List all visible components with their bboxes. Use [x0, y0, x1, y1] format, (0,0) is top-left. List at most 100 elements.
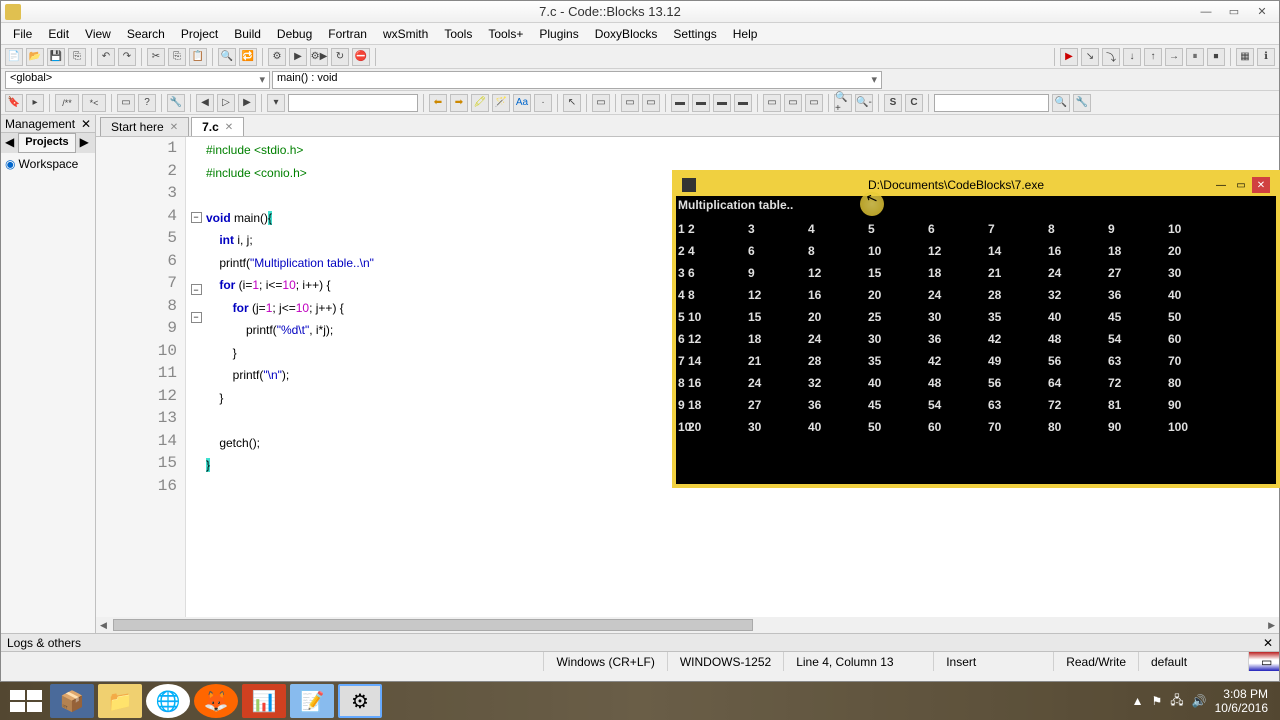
- menu-wxsmith[interactable]: wxSmith: [375, 25, 436, 43]
- taskbar-office[interactable]: 📊: [242, 684, 286, 718]
- console-minimize-button[interactable]: —: [1212, 177, 1230, 193]
- tray-flag-icon[interactable]: ⚑: [1152, 694, 1163, 708]
- nav-fwd-icon[interactable]: ▷: [217, 94, 235, 112]
- blk6-icon[interactable]: ▬: [713, 94, 731, 112]
- console-close-button[interactable]: ✕: [1252, 177, 1270, 193]
- console-maximize-button[interactable]: ▭: [1232, 177, 1250, 193]
- panel-close-icon[interactable]: ✕: [81, 117, 91, 131]
- taskbar-chrome[interactable]: 🌐: [146, 684, 190, 718]
- console-titlebar[interactable]: D:\Documents\CodeBlocks\7.exe — ▭ ✕: [676, 174, 1276, 196]
- scope-global-select[interactable]: <global>: [5, 71, 270, 89]
- copy-icon[interactable]: ⎘: [168, 48, 186, 66]
- tray-up-icon[interactable]: ▲: [1132, 694, 1144, 708]
- debug-run-icon[interactable]: ▶: [1060, 48, 1078, 66]
- menu-doxyblocks[interactable]: DoxyBlocks: [587, 25, 666, 43]
- menu-tools+[interactable]: Tools+: [480, 25, 531, 43]
- config-icon[interactable]: 🔧: [1073, 94, 1091, 112]
- logs-panel-header[interactable]: Logs & others ✕: [1, 633, 1279, 651]
- save-icon[interactable]: 💾: [47, 48, 65, 66]
- menu-plugins[interactable]: Plugins: [531, 25, 586, 43]
- blk2-icon[interactable]: ▭: [621, 94, 639, 112]
- menu-edit[interactable]: Edit: [40, 25, 77, 43]
- start-button[interactable]: [4, 684, 48, 718]
- paste-icon[interactable]: 📋: [189, 48, 207, 66]
- next-instr-icon[interactable]: →: [1165, 48, 1183, 66]
- c-icon[interactable]: C: [905, 94, 923, 112]
- menu-file[interactable]: File: [5, 25, 40, 43]
- help-icon[interactable]: ?: [138, 94, 156, 112]
- status-lang-icon[interactable]: ▭: [1249, 652, 1279, 671]
- zoom-in-icon[interactable]: 🔍+: [834, 94, 852, 112]
- save-all-icon[interactable]: ⎘: [68, 48, 86, 66]
- target-select-icon[interactable]: ▾: [267, 94, 285, 112]
- system-tray[interactable]: ▲ ⚑ 🖧 🔊 3:08 PM 10/6/2016: [1132, 687, 1276, 716]
- new-file-icon[interactable]: 📄: [5, 48, 23, 66]
- stop-icon[interactable]: ⏹: [1207, 48, 1225, 66]
- tray-network-icon[interactable]: 🖧: [1170, 691, 1183, 712]
- minimize-button[interactable]: —: [1193, 3, 1219, 21]
- menu-debug[interactable]: Debug: [269, 25, 320, 43]
- titlebar[interactable]: 7.c - Code::Blocks 13.12 — ▭ ✕: [1, 1, 1279, 23]
- maximize-button[interactable]: ▭: [1221, 3, 1247, 21]
- redo-icon[interactable]: ↷: [118, 48, 136, 66]
- blk4-icon[interactable]: ▬: [671, 94, 689, 112]
- s-icon[interactable]: S: [884, 94, 902, 112]
- search2-icon[interactable]: 🔍: [1052, 94, 1070, 112]
- replace-icon[interactable]: 🔁: [239, 48, 257, 66]
- close-icon[interactable]: ✕: [170, 122, 178, 133]
- taskbar-notepad[interactable]: 📝: [290, 684, 334, 718]
- taskbar-explorer[interactable]: 📁: [98, 684, 142, 718]
- blk9-icon[interactable]: ▭: [784, 94, 802, 112]
- tab-7c[interactable]: 7.c✕: [191, 117, 244, 136]
- debug-windows-icon[interactable]: ▦: [1236, 48, 1254, 66]
- tab-next-icon[interactable]: ▶: [76, 133, 93, 153]
- search-input[interactable]: [288, 94, 418, 112]
- undo-icon[interactable]: ↶: [97, 48, 115, 66]
- menu-project[interactable]: Project: [173, 25, 226, 43]
- fold-toggle[interactable]: −: [191, 284, 202, 295]
- open-icon[interactable]: 📂: [26, 48, 44, 66]
- menu-search[interactable]: Search: [119, 25, 173, 43]
- tray-volume-icon[interactable]: 🔊: [1192, 694, 1207, 708]
- step-out-icon[interactable]: ↑: [1144, 48, 1162, 66]
- taskbar-virtualbox[interactable]: 📦: [50, 684, 94, 718]
- menu-tools[interactable]: Tools: [436, 25, 480, 43]
- run-to-cursor-icon[interactable]: ↘: [1081, 48, 1099, 66]
- step-into-icon[interactable]: ↓: [1123, 48, 1141, 66]
- info-icon[interactable]: ℹ: [1257, 48, 1275, 66]
- highlight-icon[interactable]: 🖍: [471, 94, 489, 112]
- wrench-icon[interactable]: 🔧: [167, 94, 185, 112]
- cut-icon[interactable]: ✂: [147, 48, 165, 66]
- menu-view[interactable]: View: [77, 25, 119, 43]
- tab-prev-icon[interactable]: ◀: [1, 133, 18, 153]
- bookmark-next-icon[interactable]: ▸: [26, 94, 44, 112]
- fold-toggle[interactable]: −: [191, 312, 202, 323]
- tab-start-here[interactable]: Start here✕: [100, 117, 189, 136]
- uncomment-icon[interactable]: *<: [82, 94, 106, 112]
- taskbar-codeblocks[interactable]: ⚙: [338, 684, 382, 718]
- close-button[interactable]: ✕: [1249, 3, 1275, 21]
- clear-icon[interactable]: ·: [534, 94, 552, 112]
- pointer-icon[interactable]: ↖: [563, 94, 581, 112]
- blk8-icon[interactable]: ▭: [763, 94, 781, 112]
- find-icon[interactable]: 🔍: [218, 48, 236, 66]
- blk3-icon[interactable]: ▭: [642, 94, 660, 112]
- filter-input[interactable]: [934, 94, 1049, 112]
- fold-toggle[interactable]: −: [191, 212, 202, 223]
- step-over-icon[interactable]: ⤵: [1102, 48, 1120, 66]
- zoom-out-icon[interactable]: 🔍-: [855, 94, 873, 112]
- workspace-tree[interactable]: ◉ Workspace: [1, 153, 95, 175]
- blk1-icon[interactable]: ▭: [592, 94, 610, 112]
- comment-icon[interactable]: /**: [55, 94, 79, 112]
- block-icon[interactable]: ▭: [117, 94, 135, 112]
- next-icon[interactable]: ➡: [450, 94, 468, 112]
- abort-icon[interactable]: ⛔: [352, 48, 370, 66]
- menu-fortran[interactable]: Fortran: [320, 25, 375, 43]
- rebuild-icon[interactable]: ↻: [331, 48, 349, 66]
- build-icon[interactable]: ⚙: [268, 48, 286, 66]
- scope-func-select[interactable]: main() : void: [272, 71, 882, 89]
- nav-last-icon[interactable]: ▶: [238, 94, 256, 112]
- run-icon[interactable]: ▶: [289, 48, 307, 66]
- menu-build[interactable]: Build: [226, 25, 269, 43]
- taskbar-firefox[interactable]: 🦊: [194, 684, 238, 718]
